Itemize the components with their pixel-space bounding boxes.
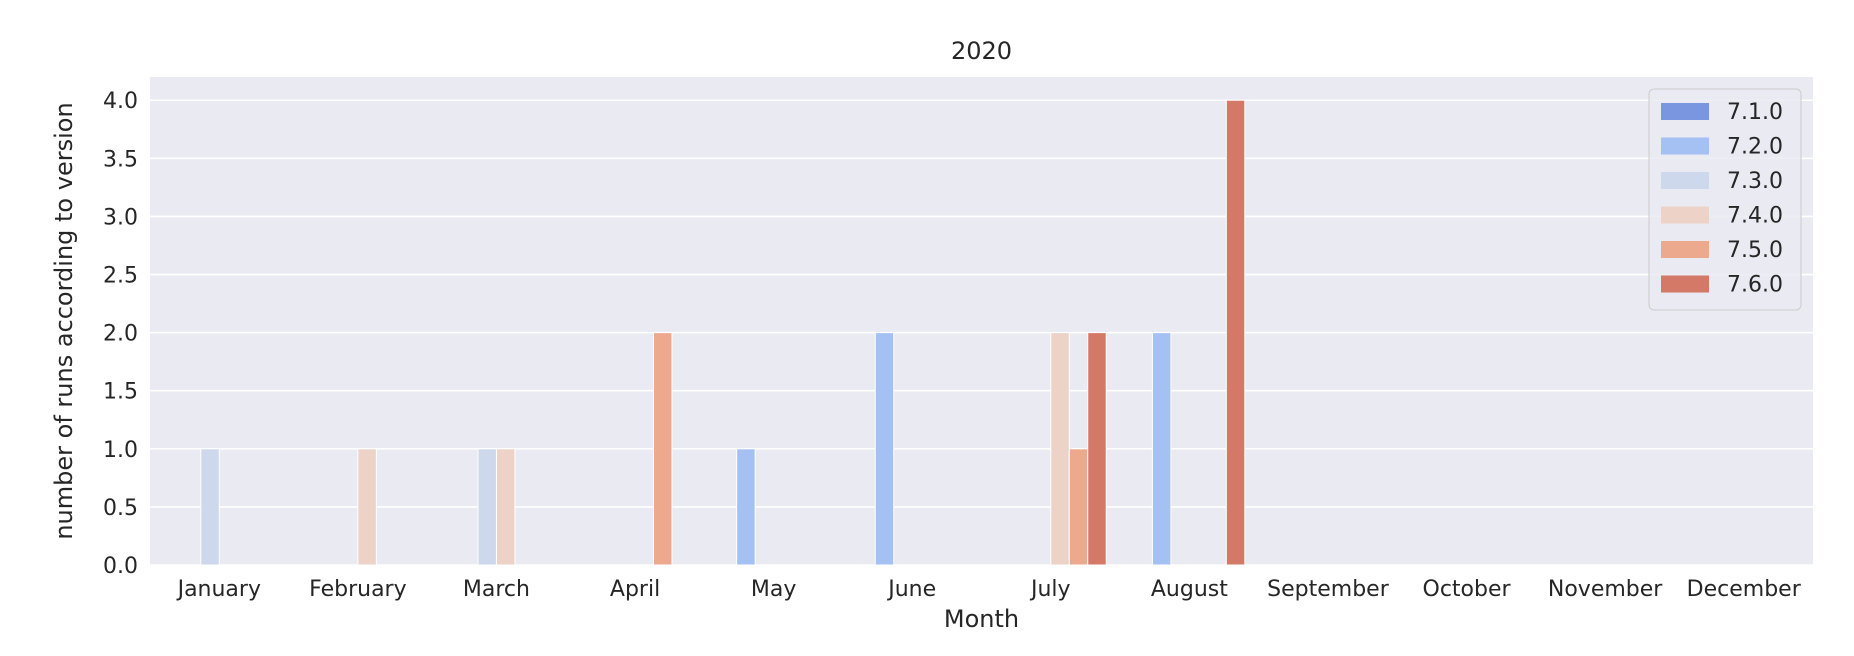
legend-swatch <box>1661 241 1709 258</box>
x-tick-label: November <box>1548 577 1663 602</box>
x-tick-label: January <box>176 577 261 602</box>
bar-7.6.0-august <box>1225 99 1246 566</box>
x-tick-label: August <box>1151 577 1228 602</box>
bar-7.5.0-july <box>1068 448 1089 566</box>
bar-7.4.0-february <box>357 448 377 566</box>
bar-7.6.0-july <box>1087 332 1107 566</box>
bar-7.5.0-april <box>653 332 673 566</box>
bar-7.4.0-march <box>495 448 516 566</box>
legend-label: 7.2.0 <box>1727 135 1783 160</box>
legend-swatch <box>1661 206 1709 224</box>
legend-label: 7.3.0 <box>1727 169 1783 194</box>
y-tick-label: 1.0 <box>103 438 138 463</box>
plot-area <box>150 77 1813 565</box>
x-tick-label: May <box>751 577 796 602</box>
y-tick-label: 1.5 <box>103 380 138 405</box>
legend-label: 7.4.0 <box>1727 204 1783 229</box>
bars <box>200 99 1246 566</box>
bar-7.2.0-august <box>1151 332 1172 566</box>
x-tick-label: December <box>1687 577 1802 602</box>
bar-7.3.0-march <box>477 448 497 566</box>
legend-swatch <box>1661 275 1709 293</box>
legend-label: 7.5.0 <box>1727 238 1783 263</box>
y-tick-label: 4.0 <box>103 89 138 114</box>
legend-swatch <box>1661 137 1709 155</box>
x-axis-label: Month <box>944 605 1019 633</box>
bar-7.2.0-may <box>736 448 756 566</box>
legend: 7.1.0 7.2.0 7.3.0 7.4.0 7.5.0 7.6.0 <box>1648 88 1802 311</box>
x-tick-label: March <box>463 577 530 602</box>
bar-7.3.0-january <box>200 448 220 566</box>
y-tick-label: 0.0 <box>103 554 138 579</box>
chart-title: 2020 <box>951 37 1012 65</box>
y-tick-label: 2.0 <box>103 322 138 347</box>
x-tick-labels: January February March April May June July Augu… <box>176 577 1802 602</box>
bar-7.4.0-july <box>1050 332 1070 566</box>
bar-7.2.0-june <box>874 332 895 566</box>
legend-label: 7.1.0 <box>1727 100 1783 125</box>
y-axis-label: number of runs according to version <box>50 102 78 539</box>
x-tick-label: April <box>610 577 660 602</box>
x-tick-label: June <box>886 577 936 602</box>
y-tick-label: 3.5 <box>103 147 138 172</box>
y-tick-labels: 0.0 0.5 1.0 1.5 2.0 2.5 3.0 3.5 4.0 <box>103 89 138 579</box>
x-tick-label: July <box>1029 577 1071 602</box>
legend-label: 7.6.0 <box>1727 273 1783 298</box>
x-tick-label: February <box>309 577 407 602</box>
x-tick-label: October <box>1423 577 1512 602</box>
legend-swatch <box>1661 172 1709 189</box>
legend-swatch <box>1661 103 1709 120</box>
gridlines <box>150 99 1813 566</box>
y-tick-label: 0.5 <box>103 496 138 521</box>
y-tick-label: 2.5 <box>103 264 138 289</box>
x-tick-label: September <box>1267 577 1390 602</box>
y-tick-label: 3.0 <box>103 205 138 230</box>
